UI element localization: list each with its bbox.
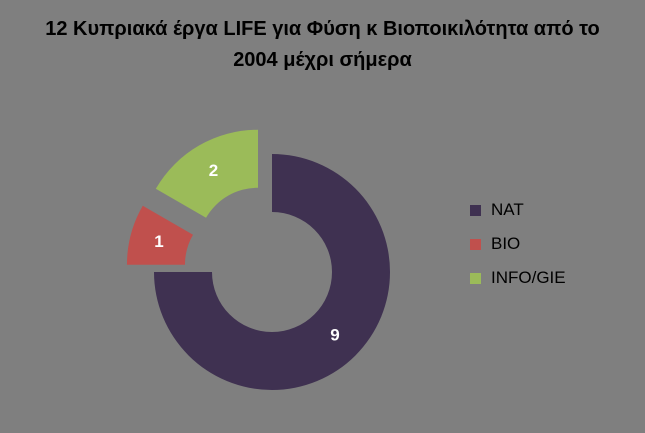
chart-title: 12 Κυπριακά έργα LIFE για Φύση κ Βιοποικ… [0,14,645,76]
legend: NAT BIO INFO/GIE [470,193,566,295]
legend-swatch-info-gie [470,272,481,284]
legend-label-info-gie: INFO/GIE [491,268,566,287]
legend-label-nat: NAT [491,200,524,219]
data-label-info-gie: 2 [209,161,218,180]
chart-title-line-1: 12 Κυπριακά έργα LIFE για Φύση κ Βιοποικ… [45,18,600,40]
data-label-nat: 9 [330,325,339,344]
slice-nat [154,154,390,390]
slice-group-info-gie: 2 [155,129,258,218]
chart-title-line-2: 2004 μέχρι σήμερα [233,49,412,71]
legend-swatch-bio [470,238,481,250]
slice-info-gie [155,129,258,218]
legend-swatch-nat [470,204,481,216]
legend-label-bio: BIO [491,234,521,253]
slice-group-bio: 1 [126,205,193,265]
slice-group-nat: 9 [154,154,390,390]
data-label-bio: 1 [154,232,163,251]
legend-item-bio: BIO [470,227,566,261]
legend-item-nat: NAT [470,193,566,227]
slice-bio [126,205,193,265]
legend-item-info-gie: INFO/GIE [470,261,566,295]
